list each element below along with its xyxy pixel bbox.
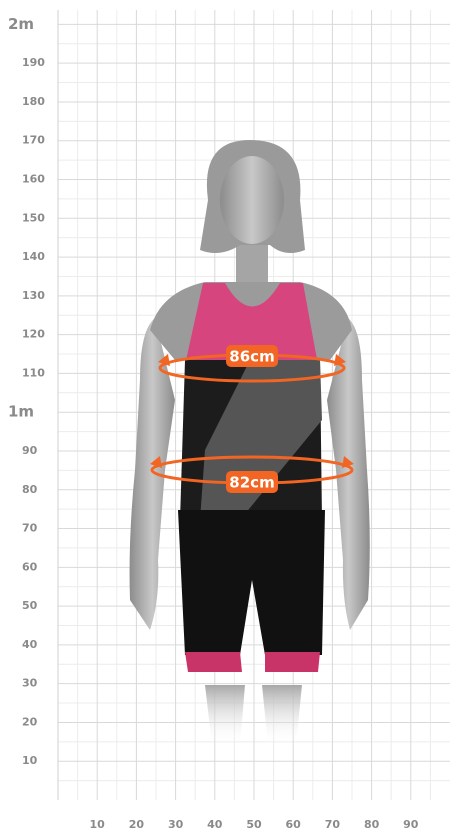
- measure-label: 82cm: [229, 474, 274, 492]
- shorts-bands: [185, 652, 320, 672]
- x-tick-label: 30: [168, 818, 184, 831]
- legs: [205, 685, 302, 745]
- y-tick-label: 40: [22, 638, 38, 651]
- y-tick-label: 130: [22, 289, 45, 302]
- x-tick-label: 60: [286, 818, 302, 831]
- y-tick-label: 10: [22, 754, 38, 767]
- x-tick-label: 70: [325, 818, 341, 831]
- y-tick-label: 1m: [8, 403, 34, 421]
- y-tick-label: 190: [22, 56, 45, 69]
- measure-label-box: [226, 471, 278, 493]
- x-tick-label: 50: [246, 818, 262, 831]
- measurements: 86cm 82cm: [150, 345, 354, 493]
- y-tick-label: 140: [22, 250, 45, 263]
- measure-label: 86cm: [229, 348, 274, 366]
- y-tick-label: 80: [22, 483, 38, 496]
- shorts: [178, 510, 325, 655]
- left-arm: [129, 318, 175, 630]
- x-tick-label: 20: [129, 818, 145, 831]
- top-pink: [185, 283, 318, 365]
- x-tick-label: 40: [207, 818, 223, 831]
- y-tick-label: 70: [22, 522, 38, 535]
- x-tick-label: 90: [403, 818, 419, 831]
- y-tick-label: 120: [22, 328, 45, 341]
- figure: [129, 140, 370, 745]
- x-tick-label: 10: [90, 818, 106, 831]
- face: [220, 156, 284, 244]
- y-tick-label: 180: [22, 95, 45, 108]
- y-tick-label: 60: [22, 560, 38, 573]
- measure-label-box: [226, 345, 278, 367]
- y-tick-label: 160: [22, 173, 45, 186]
- y-tick-label: 170: [22, 134, 45, 147]
- x-tick-label: 80: [364, 818, 380, 831]
- y-tick-label: 50: [22, 599, 38, 612]
- y-tick-label: 150: [22, 211, 45, 224]
- y-tick-label: 20: [22, 715, 38, 728]
- y-tick-label: 30: [22, 677, 38, 690]
- y-tick-label: 2m: [8, 15, 34, 33]
- y-tick-label: 90: [22, 444, 38, 457]
- y-tick-label: 110: [22, 366, 45, 379]
